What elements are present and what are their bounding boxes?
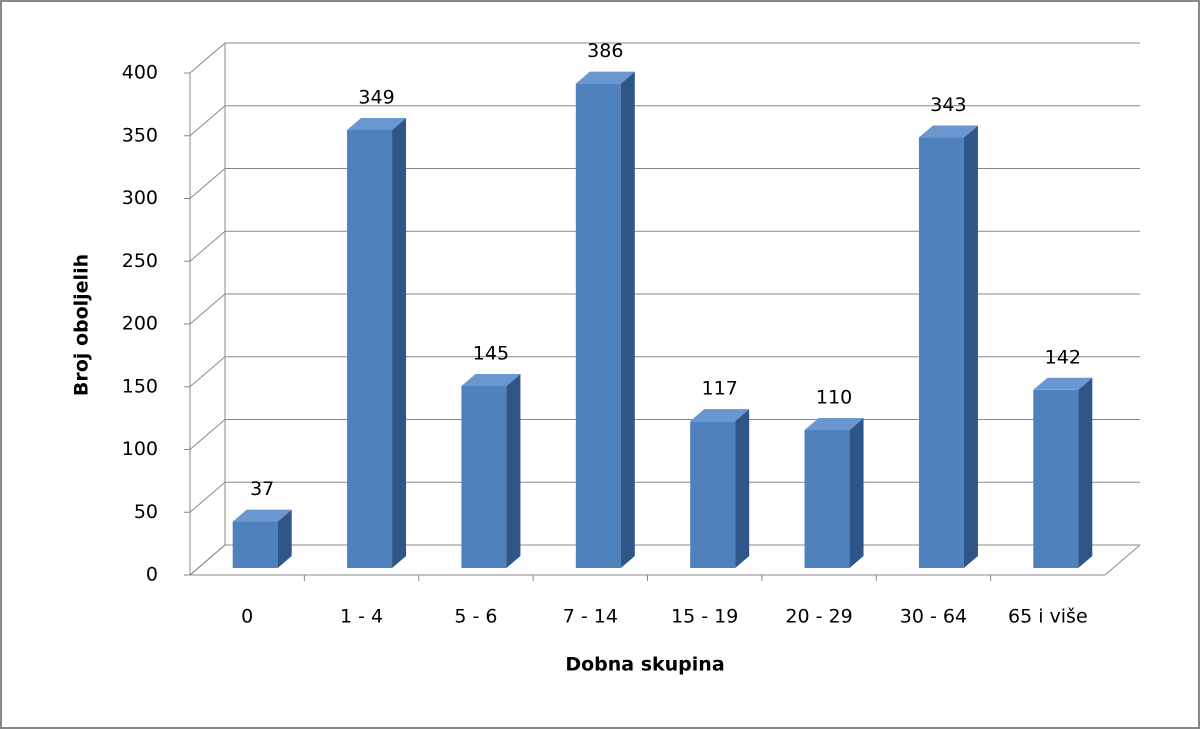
bar-side (735, 409, 750, 568)
bar-front (1033, 389, 1079, 568)
grid-line (189, 293, 1140, 325)
bar-front (804, 429, 850, 568)
bar-side (1078, 377, 1093, 568)
x-tick-label: 0 (241, 606, 253, 628)
bar-front (347, 130, 393, 568)
bar (1033, 377, 1093, 568)
x-tick-label: 30 - 64 (900, 606, 967, 628)
bar-top (918, 125, 978, 138)
bar-side (506, 374, 521, 568)
bar-top (575, 71, 635, 84)
floor (190, 544, 1141, 576)
x-tick-label: 65 i više (1008, 606, 1088, 628)
bar (804, 417, 864, 568)
y-tick-label: 200 (122, 313, 158, 335)
y-tick-label: 350 (122, 124, 158, 146)
bar-side (277, 509, 292, 568)
grid-line (189, 168, 1140, 199)
bar (918, 125, 978, 568)
grid-line (189, 105, 1140, 137)
bar-side (392, 118, 407, 568)
y-tick-label: 300 (122, 187, 158, 209)
bar-side (620, 71, 635, 568)
bar-front (232, 521, 278, 568)
bar-side (963, 125, 978, 568)
bar-front (461, 386, 507, 568)
bar (575, 71, 635, 568)
x-tick-label: 7 - 14 (563, 606, 618, 628)
data-label: 110 (816, 386, 852, 408)
y-tick-label: 0 (146, 564, 158, 586)
bar-top (804, 417, 864, 430)
bar (461, 374, 521, 568)
bar-front (690, 421, 736, 568)
bar (232, 509, 292, 568)
x-tick-label: 20 - 29 (785, 606, 852, 628)
data-label: 343 (930, 94, 966, 116)
y-tick-label: 150 (122, 375, 158, 397)
x-tick-label: 1 - 4 (340, 606, 383, 628)
bar-front (918, 137, 964, 568)
y-tick-label: 250 (122, 250, 158, 272)
x-tick-label: 5 - 6 (454, 606, 497, 628)
bar (347, 118, 407, 568)
data-label: 145 (473, 343, 509, 365)
bar-top (461, 374, 521, 387)
grid-line (189, 42, 1140, 74)
y-tick-label: 100 (122, 438, 158, 460)
data-label: 142 (1045, 346, 1081, 368)
bar-top (232, 509, 292, 522)
bar-top (1033, 377, 1093, 390)
bar-side (849, 417, 864, 568)
data-label: 117 (702, 378, 738, 400)
grid-line (189, 356, 1140, 388)
x-tick-label: 15 - 19 (671, 606, 738, 628)
bar-top (690, 409, 750, 422)
x-axis-title: Dobna skupina (565, 654, 724, 676)
bar-front (575, 83, 621, 568)
grid-line (189, 230, 1140, 262)
y-axis-title: Broj oboljelih (71, 254, 93, 396)
data-label: 349 (358, 87, 394, 109)
bar (690, 409, 750, 568)
y-tick-label: 400 (122, 62, 158, 84)
y-tick-label: 50 (134, 501, 158, 523)
data-label: 37 (250, 478, 274, 500)
data-label: 386 (587, 40, 623, 62)
bar-top (347, 118, 407, 131)
